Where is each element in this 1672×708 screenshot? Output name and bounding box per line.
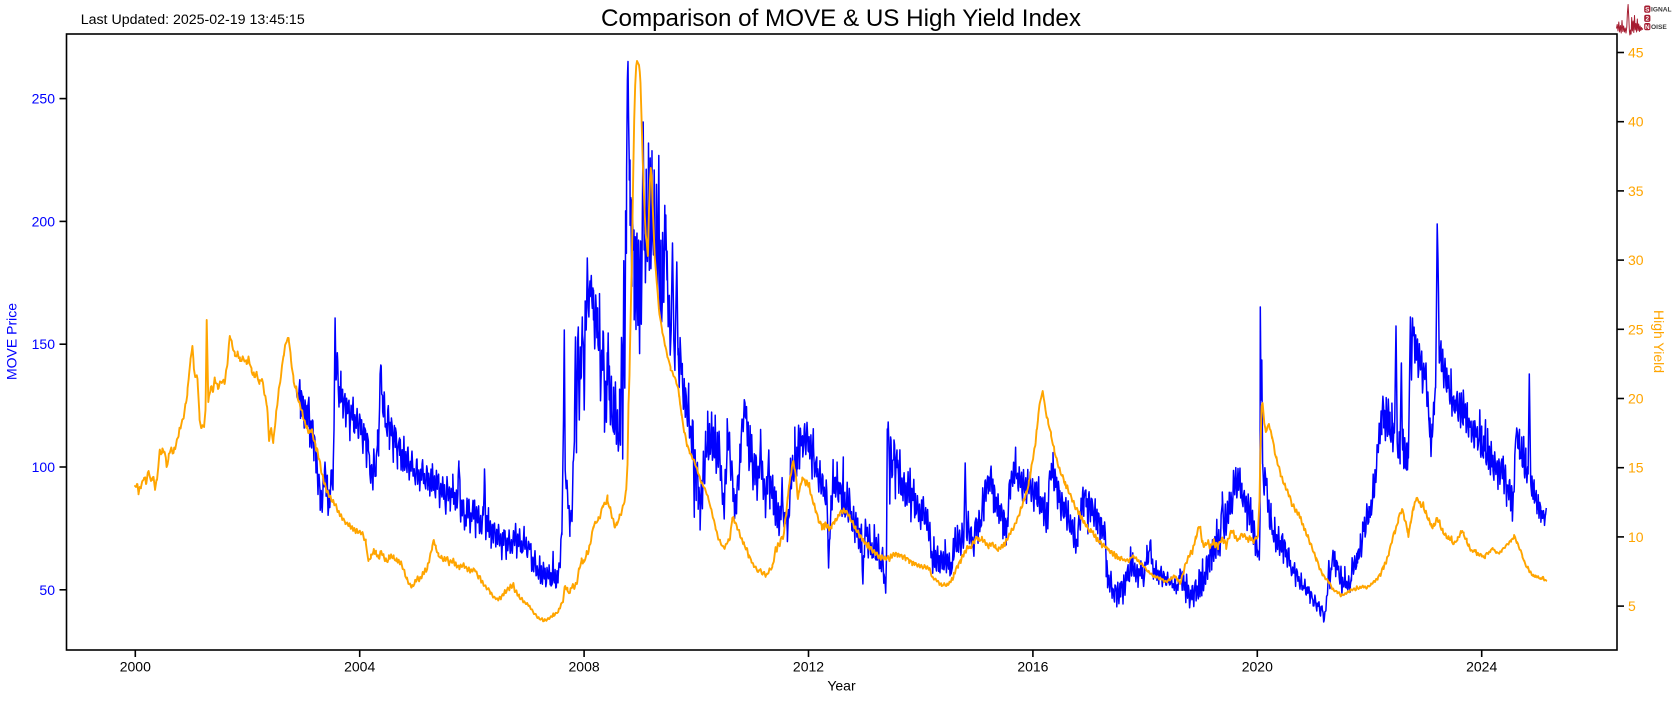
svg-text:IGNAL: IGNAL	[1651, 6, 1672, 13]
svg-text:2008: 2008	[569, 659, 600, 675]
svg-text:100: 100	[32, 459, 56, 475]
svg-text:2016: 2016	[1017, 659, 1048, 675]
svg-text:35: 35	[1628, 183, 1644, 199]
svg-text:Year: Year	[827, 678, 856, 694]
svg-text:45: 45	[1628, 45, 1644, 61]
svg-text:MOVE Price: MOVE Price	[4, 303, 20, 380]
svg-text:2012: 2012	[793, 659, 824, 675]
svg-text:40: 40	[1628, 114, 1644, 130]
svg-text:5: 5	[1628, 598, 1636, 614]
svg-text:High Yield: High Yield	[1651, 310, 1667, 373]
svg-text:OISE: OISE	[1651, 24, 1667, 31]
svg-text:2024: 2024	[1466, 659, 1497, 675]
svg-text:2004: 2004	[344, 659, 375, 675]
svg-text:250: 250	[32, 91, 56, 107]
svg-text:Last Updated: 2025-02-19 13:45: Last Updated: 2025-02-19 13:45:15	[81, 12, 305, 28]
svg-text:50: 50	[39, 582, 55, 598]
svg-text:S: S	[1645, 6, 1650, 13]
svg-text:10: 10	[1628, 529, 1644, 545]
svg-text:2: 2	[1646, 16, 1650, 23]
svg-text:30: 30	[1628, 252, 1644, 268]
svg-text:2020: 2020	[1242, 659, 1273, 675]
svg-text:150: 150	[32, 336, 56, 352]
svg-text:2000: 2000	[120, 659, 151, 675]
svg-text:20: 20	[1628, 391, 1644, 407]
svg-text:200: 200	[32, 213, 56, 229]
svg-text:N: N	[1645, 24, 1650, 31]
svg-text:25: 25	[1628, 321, 1644, 337]
svg-text:15: 15	[1628, 460, 1644, 476]
svg-text:Comparison of MOVE & US High Y: Comparison of MOVE & US High Yield Index	[601, 5, 1081, 32]
